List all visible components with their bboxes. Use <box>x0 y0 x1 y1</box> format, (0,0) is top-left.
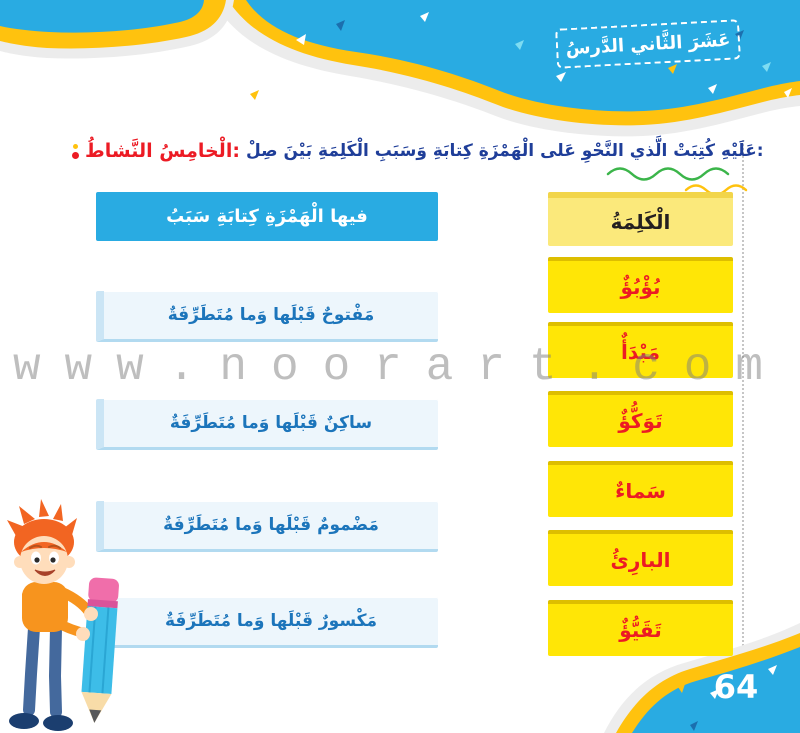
boy-pupil <box>34 557 40 563</box>
yellow-dot-icon <box>73 143 78 149</box>
pencil-stripe <box>88 606 97 693</box>
page-number: 64 <box>713 668 759 706</box>
reasons-column-header: سَبَبُ‎ ‎كِتابَةِ‎ ‎الْهَمْزَةِ‎ ‎فيها‎ <box>96 192 438 241</box>
boy-hair-spike <box>19 506 35 524</box>
boy-hair-spike <box>7 520 25 536</box>
word-card[interactable]: مَبْدَأٌ‎ <box>548 322 733 378</box>
boy-shoe <box>9 713 39 729</box>
red-dot-icon <box>72 151 79 159</box>
pencil-illustration <box>81 577 119 723</box>
confetti-triangles <box>678 665 777 731</box>
header-wave <box>0 0 800 137</box>
reason-card[interactable]: مُتَطَرِّفَةٌ‎ ‎وَما‎ ‎قَبْلَها‎ ‎مَفْتو… <box>96 291 438 342</box>
boy-shoe <box>43 715 73 731</box>
activity-line: النَّشاطُ‎ ‎الْخامِسُ:‎ صِلْ‎ ‎بَيْنَ‎ ‎… <box>72 133 764 169</box>
boy-arm <box>22 590 85 637</box>
boy-leg <box>48 622 62 718</box>
activity-label: النَّشاطُ‎ ‎الْخامِسُ:‎ <box>85 140 240 162</box>
word-card[interactable]: البارِئُ‎ <box>548 530 733 586</box>
activity-instructions: صِلْ‎ ‎بَيْنَ‎ ‎الْكَلِمَةِ‎ ‎وَسَبَبِ‎ … <box>245 141 764 161</box>
header-left-blue <box>0 0 204 33</box>
reason-card[interactable]: مُتَطَرِّفَةٌ‎ ‎وَما‎ ‎قَبْلَها‎ ‎ساكِنٌ… <box>96 399 438 450</box>
reason-card[interactable]: مُتَطَرِّفَةٌ‎ ‎وَما‎ ‎قَبْلَها‎ ‎مَضْمو… <box>96 501 438 552</box>
boy-smile <box>34 569 56 576</box>
pencil-ferrule <box>87 599 118 609</box>
boy-pupil <box>50 557 56 563</box>
dotted-separator-line <box>742 140 744 690</box>
pencil-eraser <box>88 577 119 603</box>
word-card[interactable]: بُؤْبُؤٌ‎ <box>548 257 733 313</box>
word-card[interactable]: تَوَكُّؤٌ‎ <box>548 391 733 447</box>
pencil-tip <box>89 709 102 723</box>
activity-bullet-icon <box>72 143 79 159</box>
boy-hair-spike <box>53 504 63 521</box>
boy-hand <box>76 627 90 641</box>
header-blue-shape <box>246 0 800 112</box>
green-squiggle-icon <box>606 167 730 181</box>
word-card[interactable]: تَقَيُّؤٌ‎ <box>548 600 733 656</box>
pencil-stripe <box>101 607 110 694</box>
confetti-triangles <box>250 12 792 100</box>
boy-fringe <box>21 542 67 552</box>
boy-hair-spike <box>64 518 77 535</box>
boy-hair-spike <box>39 499 49 517</box>
bottom-wave-decoration <box>604 623 800 733</box>
boy-leg <box>23 622 40 716</box>
words-column-header: الْكَلِمَةُ‎ <box>548 192 733 246</box>
boy-eyebrow <box>29 544 42 549</box>
pencil-wood <box>81 691 112 723</box>
word-card[interactable]: سَماءٌ‎ <box>548 461 733 517</box>
boy-pencil-illustration <box>7 499 119 731</box>
boy-hand <box>84 607 98 621</box>
boy-eyebrow <box>48 544 61 549</box>
bottom-blue-shape <box>632 647 800 733</box>
